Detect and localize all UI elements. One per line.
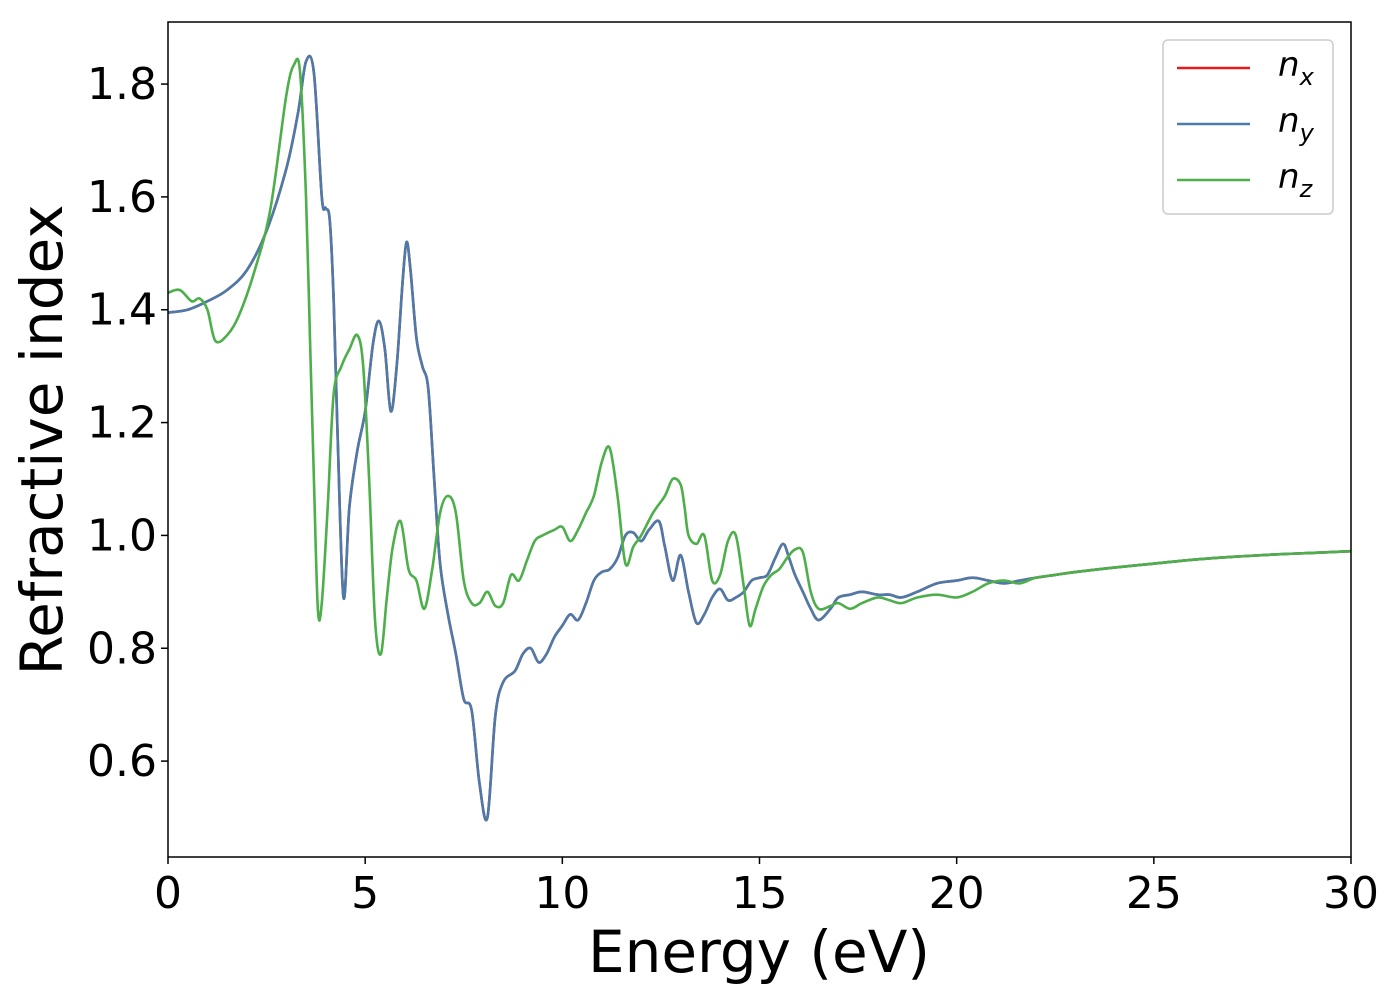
- y-tick-label: 1.4: [87, 285, 157, 336]
- x-tick-label: 15: [732, 868, 788, 919]
- x-axis-title: Energy (eV): [588, 918, 930, 986]
- series-layer: [167, 54, 1352, 822]
- x-tick-label: 5: [351, 868, 379, 919]
- y-tick-label: 1.2: [87, 398, 157, 449]
- series-line-z: [167, 57, 1352, 657]
- y-tick-label: 1.6: [87, 172, 157, 223]
- x-tick-label: 0: [154, 868, 182, 919]
- y-tick-label: 0.8: [87, 623, 157, 674]
- y-axis: 0.6 0.8 1.0 1.2 1.4 1.6 1.8: [87, 59, 168, 787]
- series-line-y: [167, 54, 1352, 822]
- x-tick-label: 20: [929, 868, 985, 919]
- plot-background: [168, 22, 1351, 857]
- x-tick-label: 25: [1126, 868, 1182, 919]
- y-tick-label: 1.8: [87, 59, 157, 110]
- y-axis-title: Refractive index: [8, 204, 76, 675]
- x-axis: 0 5 10 15 20 25 30: [154, 857, 1379, 919]
- y-tick-label: 1.0: [87, 510, 157, 561]
- legend-frame: [1162, 39, 1334, 215]
- y-tick-label: 0.6: [87, 736, 157, 787]
- x-tick-label: 10: [534, 868, 590, 919]
- x-tick-label: 30: [1323, 868, 1379, 919]
